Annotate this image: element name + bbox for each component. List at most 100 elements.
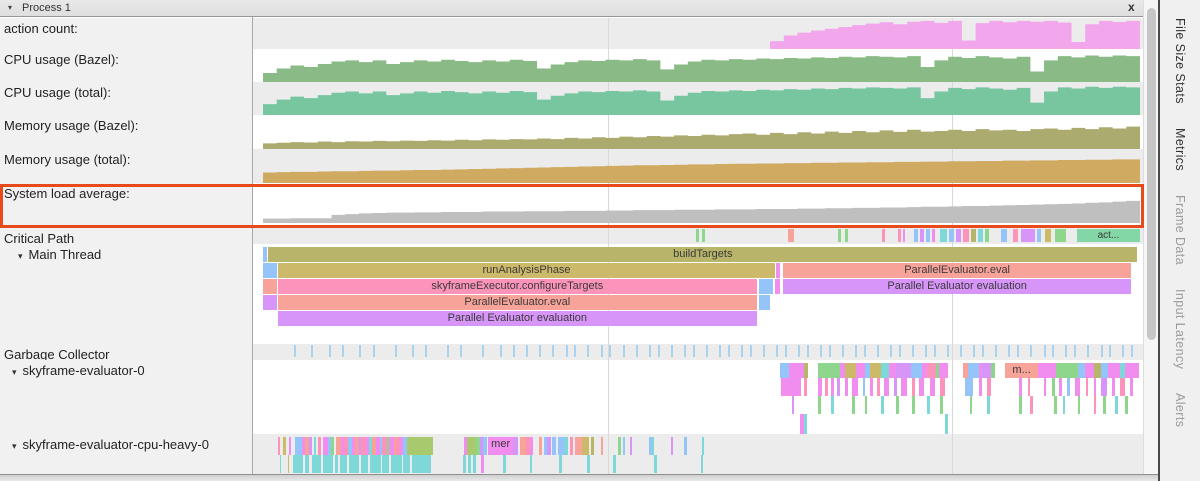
trace-slice[interactable] <box>1085 378 1089 396</box>
gc-tick[interactable] <box>1109 345 1112 357</box>
trace-slice[interactable] <box>701 437 705 455</box>
trace-slice[interactable] <box>343 437 349 455</box>
trace-slice[interactable] <box>1101 378 1107 396</box>
trace-slice[interactable] <box>948 229 955 242</box>
trace-slice[interactable] <box>547 437 551 455</box>
trace-slice[interactable] <box>539 437 542 455</box>
trace-slice[interactable] <box>1077 396 1081 414</box>
trace-slice[interactable] <box>600 437 604 455</box>
trace-slice[interactable] <box>911 378 915 396</box>
trace-slice[interactable] <box>945 414 948 434</box>
gc-tick[interactable] <box>1065 345 1068 357</box>
tab-alerts[interactable]: Alerts <box>1173 393 1187 428</box>
gc-tick[interactable] <box>828 345 831 357</box>
trace-slice[interactable] <box>463 437 468 455</box>
trace-slice[interactable] <box>391 455 402 473</box>
trace-slice[interactable] <box>1036 229 1041 242</box>
gc-tick[interactable] <box>1087 345 1090 357</box>
trace-slice[interactable] <box>969 396 973 414</box>
trace-slice[interactable] <box>481 455 484 473</box>
trace-slice[interactable]: mer <box>488 437 513 455</box>
trace-slice[interactable] <box>393 437 397 455</box>
trace-slice[interactable] <box>926 363 936 378</box>
trace-slice[interactable] <box>1075 378 1081 396</box>
trace-slice[interactable] <box>526 437 530 455</box>
trace-slice[interactable] <box>882 229 885 242</box>
gc-tick[interactable] <box>512 345 515 357</box>
tab-input-latency[interactable]: Input Latency <box>1173 288 1187 370</box>
gc-tick[interactable] <box>806 345 809 357</box>
trace-slice[interactable] <box>386 437 390 455</box>
track-label[interactable]: Critical Path <box>4 231 75 246</box>
trace-slice[interactable] <box>970 229 976 242</box>
trace-slice[interactable] <box>590 437 594 455</box>
trace-slice[interactable] <box>340 455 348 473</box>
trace-slice[interactable] <box>305 437 309 455</box>
gc-tick[interactable] <box>841 345 844 357</box>
trace-slice[interactable] <box>305 455 310 473</box>
trace-slice[interactable] <box>1130 378 1133 396</box>
trace-slice[interactable] <box>406 437 434 455</box>
trace-slice[interactable] <box>327 437 332 455</box>
gc-tick[interactable] <box>600 345 603 357</box>
trace-slice[interactable] <box>940 378 946 396</box>
gc-tick[interactable] <box>311 345 314 357</box>
trace-slice[interactable] <box>476 437 480 455</box>
trace-slice[interactable] <box>1094 363 1101 378</box>
close-icon[interactable]: x <box>1128 0 1135 14</box>
trace-slice[interactable] <box>926 396 930 414</box>
trace-slice[interactable] <box>292 455 304 473</box>
gc-tick[interactable] <box>797 345 800 357</box>
trace-slice[interactable] <box>263 295 278 310</box>
trace-slice[interactable] <box>1100 363 1108 378</box>
trace-slice[interactable] <box>1062 363 1078 378</box>
trace-slice[interactable]: Parallel Evaluator evaluation <box>277 311 757 326</box>
trace-slice[interactable] <box>396 437 400 455</box>
trace-slice[interactable] <box>403 455 411 473</box>
gc-tick[interactable] <box>425 345 428 357</box>
trace-slice[interactable] <box>512 437 519 455</box>
gc-tick[interactable] <box>995 345 998 357</box>
trace-slice[interactable]: m... <box>1004 363 1039 378</box>
trace-slice[interactable] <box>403 437 407 455</box>
trace-slice[interactable] <box>612 455 616 473</box>
trace-slice[interactable] <box>911 396 915 414</box>
gc-tick[interactable] <box>1100 345 1103 357</box>
trace-slice[interactable] <box>913 229 919 242</box>
trace-slice[interactable] <box>334 455 339 473</box>
trace-slice[interactable] <box>852 396 855 414</box>
trace-slice[interactable] <box>618 437 621 455</box>
trace-slice[interactable] <box>1093 396 1097 414</box>
trace-slice[interactable] <box>559 455 563 473</box>
trace-slice[interactable] <box>1119 363 1126 378</box>
trace-slice[interactable] <box>758 295 770 310</box>
trace-slice[interactable]: ParallelEvaluator.eval <box>783 263 1132 278</box>
gc-tick[interactable] <box>359 345 362 357</box>
trace-slice[interactable] <box>564 437 569 455</box>
gc-tick[interactable] <box>749 345 752 357</box>
trace-slice[interactable] <box>881 396 884 414</box>
trace-slice[interactable] <box>918 378 925 396</box>
trace-slice[interactable] <box>840 363 846 378</box>
gc-tick[interactable] <box>622 345 625 357</box>
trace-slice[interactable] <box>1027 378 1031 396</box>
trace-slice[interactable] <box>348 437 352 455</box>
trace-slice[interactable] <box>845 363 856 378</box>
trace-slice[interactable] <box>335 437 342 455</box>
trace-slice[interactable]: skyframeExecutor.configureTargets <box>277 279 757 294</box>
label-track-divider[interactable] <box>252 17 253 474</box>
trace-slice[interactable] <box>263 263 278 278</box>
trace-slice[interactable] <box>313 437 317 455</box>
trace-slice[interactable] <box>982 363 991 378</box>
track-label[interactable]: ▾ Main Thread <box>18 247 102 262</box>
tab-metrics[interactable]: Metrics <box>1173 127 1187 171</box>
gc-tick[interactable] <box>854 345 857 357</box>
gc-tick[interactable] <box>587 345 590 357</box>
track-label[interactable]: action count: <box>4 21 78 36</box>
memory-total-chart[interactable] <box>263 151 1140 183</box>
trace-slice[interactable] <box>1125 363 1140 378</box>
trace-slice[interactable] <box>543 437 548 455</box>
trace-slice[interactable] <box>369 455 381 473</box>
trace-slice[interactable] <box>473 455 477 473</box>
trace-slice[interactable] <box>294 437 302 455</box>
